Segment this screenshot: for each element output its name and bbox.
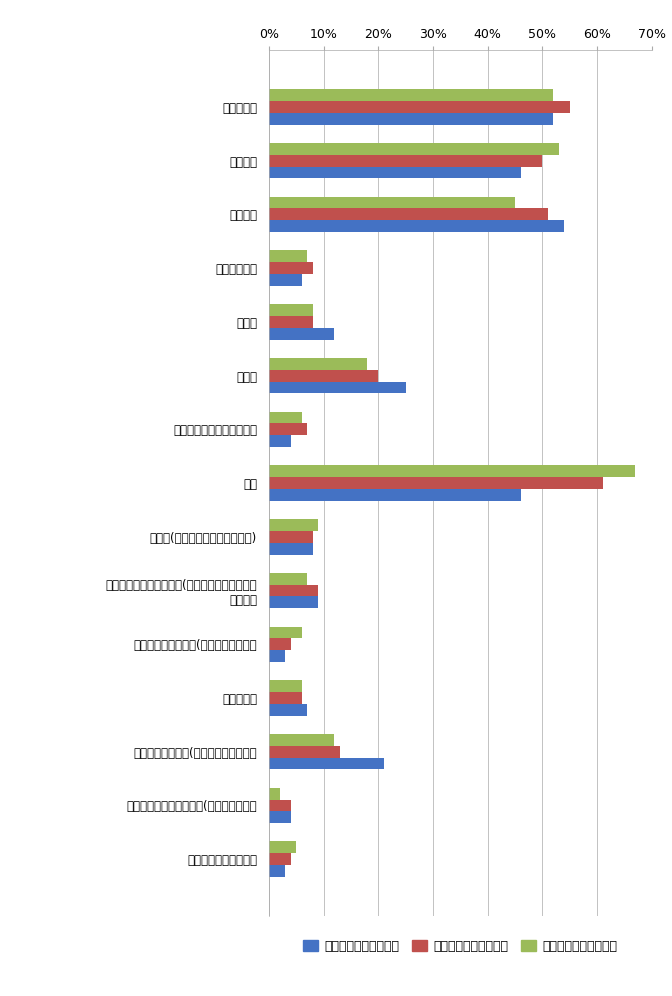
Bar <box>269 573 307 585</box>
Bar <box>269 328 335 340</box>
Bar <box>269 866 285 876</box>
Bar <box>269 113 553 124</box>
Bar <box>269 638 291 650</box>
Bar <box>269 381 406 393</box>
Bar <box>269 435 291 447</box>
Bar <box>269 842 296 854</box>
Bar <box>269 650 285 662</box>
Bar <box>269 274 302 286</box>
Bar <box>269 220 564 232</box>
Bar <box>269 758 384 770</box>
Bar <box>269 531 312 543</box>
Bar <box>269 854 291 866</box>
Bar <box>269 597 318 609</box>
Bar <box>269 680 302 692</box>
Bar <box>269 196 515 208</box>
Bar <box>269 788 280 800</box>
Bar <box>269 208 548 220</box>
Bar <box>269 90 553 101</box>
Bar <box>269 704 307 716</box>
Bar <box>269 626 302 638</box>
Bar <box>269 411 302 423</box>
Bar <box>269 304 312 316</box>
Bar <box>269 489 521 501</box>
Bar <box>269 166 521 178</box>
Bar <box>269 423 307 435</box>
Bar <box>269 465 636 477</box>
Bar <box>269 262 312 274</box>
Bar <box>269 800 291 812</box>
Bar <box>269 370 378 381</box>
Bar <box>269 692 302 704</box>
Bar <box>269 519 318 531</box>
Bar <box>269 734 335 746</box>
Bar <box>269 316 312 328</box>
Bar <box>269 101 570 113</box>
Bar <box>269 585 318 597</box>
Bar <box>269 154 542 166</box>
Legend: ブランド重視度「大」, ブランド重視度「中」, ブランド重視度「小」: ブランド重視度「大」, ブランド重視度「中」, ブランド重視度「小」 <box>304 940 617 953</box>
Bar <box>269 250 307 262</box>
Bar <box>269 477 603 489</box>
Bar <box>269 358 368 370</box>
Bar <box>269 142 559 154</box>
Bar <box>269 746 340 758</box>
Bar <box>269 812 291 824</box>
Bar <box>269 543 312 555</box>
